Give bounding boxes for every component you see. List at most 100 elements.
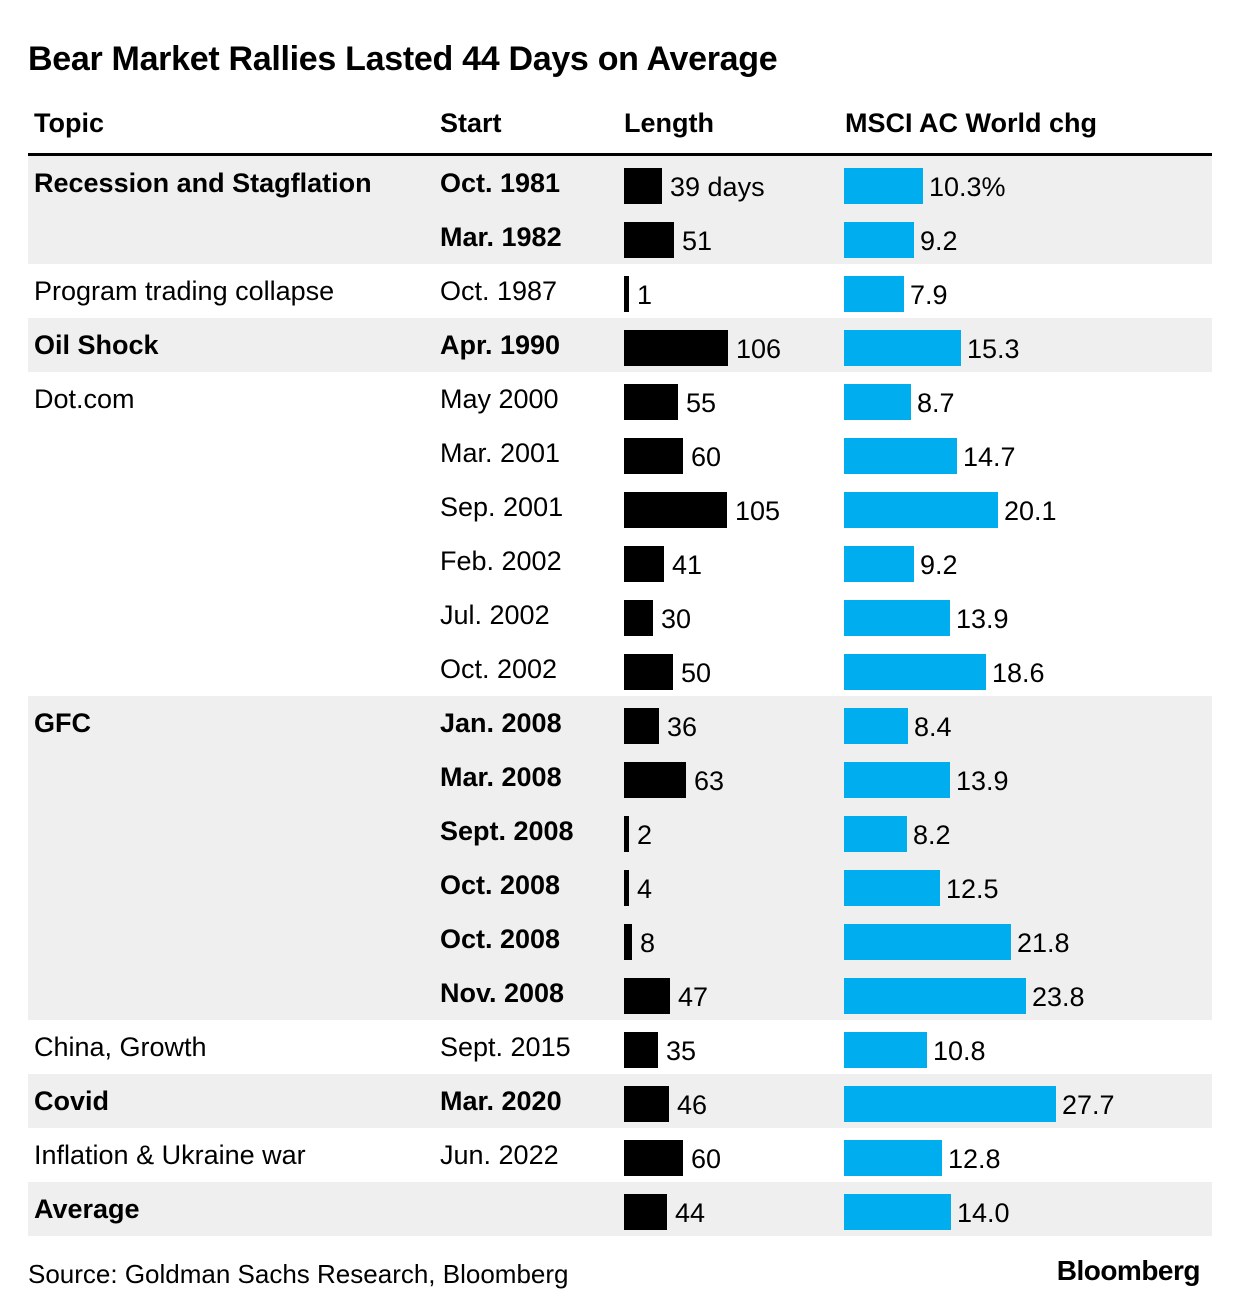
length-label: 36	[667, 712, 698, 742]
msci-bar	[844, 1140, 942, 1176]
start-cell: Apr. 1990	[440, 330, 561, 360]
msci-label: 13.9	[956, 766, 1009, 796]
length-label: 105	[735, 496, 781, 526]
length-label: 106	[736, 334, 782, 364]
msci-bar	[844, 222, 914, 258]
msci-label: 9.2	[920, 550, 958, 580]
column-header-topic: Topic	[34, 108, 104, 138]
length-bar	[624, 276, 629, 312]
start-cell: May 2000	[440, 384, 559, 414]
msci-bar	[844, 924, 1011, 960]
start-cell: Oct. 1981	[440, 168, 561, 198]
start-cell: Sept. 2008	[440, 816, 574, 846]
msci-label: 10.8	[933, 1036, 986, 1066]
table-row: Mar. 2008 63 13.9	[28, 750, 1212, 804]
data-table: Recession and Stagflation Oct. 1981 39 day…	[28, 156, 1212, 1236]
length-label: 4	[637, 874, 653, 904]
length-label: 51	[682, 226, 713, 256]
table-row: Inflation & Ukraine war Jun. 2022 60 12.8	[28, 1128, 1212, 1182]
length-label: 1	[637, 280, 653, 310]
length-label: 60	[691, 442, 722, 472]
msci-label: 8.4	[914, 712, 952, 742]
table-row: Oct. 2002 50 18.6	[28, 642, 1212, 696]
table-row: China, Growth Sept. 2015 35 10.8	[28, 1020, 1212, 1074]
length-bar	[624, 924, 632, 960]
start-cell: Nov. 2008	[440, 978, 565, 1008]
topic-cell: Average	[34, 1194, 140, 1224]
table-row: Feb. 2002 41 9.2	[28, 534, 1212, 588]
start-cell: Mar. 2001	[440, 438, 561, 468]
topic-cell: Program trading collapse	[34, 276, 335, 306]
start-cell: Oct. 1987	[440, 276, 558, 306]
table-row: Dot.com May 2000 55 8.7	[28, 372, 1212, 426]
msci-bar	[844, 492, 998, 528]
msci-bar	[844, 330, 961, 366]
length-bar	[624, 1032, 658, 1068]
msci-bar	[844, 546, 914, 582]
msci-bar	[844, 1194, 951, 1230]
start-cell: Mar. 2008	[440, 762, 562, 792]
start-cell: Jul. 2002	[440, 600, 550, 630]
length-bar	[624, 384, 678, 420]
topic-cell: Recession and Stagflation	[34, 168, 372, 198]
msci-bar	[844, 816, 907, 852]
header-rule	[28, 153, 1212, 156]
length-bar	[624, 816, 629, 852]
length-bar	[624, 708, 659, 744]
table-row: Mar. 2001 60 14.7	[28, 426, 1212, 480]
length-bar	[624, 438, 683, 474]
length-label: 47	[678, 982, 709, 1012]
topic-cell: GFC	[34, 708, 91, 738]
start-cell: Sep. 2001	[440, 492, 564, 522]
msci-label: 13.9	[956, 604, 1009, 634]
length-label: 60	[691, 1144, 722, 1174]
msci-bar	[844, 276, 904, 312]
table-row: Program trading collapse Oct. 1987 1 7.9	[28, 264, 1212, 318]
length-bar	[624, 168, 662, 204]
start-cell: Mar. 2020	[440, 1086, 562, 1116]
msci-bar	[844, 438, 957, 474]
msci-bar	[844, 978, 1026, 1014]
msci-bar	[844, 708, 908, 744]
topic-cell: Covid	[34, 1086, 110, 1116]
table-row: Average 44 14.0	[28, 1182, 1212, 1236]
start-cell: Sept. 2015	[440, 1032, 571, 1062]
length-label: 50	[681, 658, 712, 688]
length-bar	[624, 870, 629, 906]
start-cell: Oct. 2008	[440, 870, 561, 900]
msci-label: 20.1	[1004, 496, 1057, 526]
msci-label: 7.9	[910, 280, 948, 310]
msci-label: 18.6	[992, 658, 1045, 688]
column-header-start: Start	[440, 108, 502, 138]
msci-label: 8.7	[917, 388, 955, 418]
msci-bar	[844, 600, 950, 636]
length-label: 30	[661, 604, 692, 634]
table-row: Sept. 2008 2 8.2	[28, 804, 1212, 858]
length-label: 39 days	[670, 172, 765, 202]
msci-label: 9.2	[920, 226, 958, 256]
table-row: Oil Shock Apr. 1990 106 15.3	[28, 318, 1212, 372]
start-cell: Jan. 2008	[440, 708, 562, 738]
length-bar	[624, 600, 653, 636]
length-bar	[624, 330, 728, 366]
start-cell: Mar. 1982	[440, 222, 562, 252]
msci-label: 10.3%	[929, 172, 1006, 202]
msci-bar	[844, 384, 911, 420]
topic-cell: Inflation & Ukraine war	[34, 1140, 306, 1170]
length-label: 55	[686, 388, 717, 418]
msci-bar	[844, 1086, 1056, 1122]
msci-label: 8.2	[913, 820, 951, 850]
msci-bar	[844, 654, 986, 690]
msci-bar	[844, 870, 940, 906]
msci-label: 14.7	[963, 442, 1016, 472]
msci-label: 27.7	[1062, 1090, 1115, 1120]
length-bar	[624, 1086, 669, 1122]
source-note: Source: Goldman Sachs Research, Bloomber…	[28, 1259, 569, 1289]
start-cell: Jun. 2022	[440, 1140, 559, 1170]
table-row: Jul. 2002 30 13.9	[28, 588, 1212, 642]
msci-label: 21.8	[1017, 928, 1070, 958]
length-bar	[624, 978, 670, 1014]
length-label: 46	[677, 1090, 708, 1120]
length-bar	[624, 1140, 683, 1176]
length-bar	[624, 546, 664, 582]
